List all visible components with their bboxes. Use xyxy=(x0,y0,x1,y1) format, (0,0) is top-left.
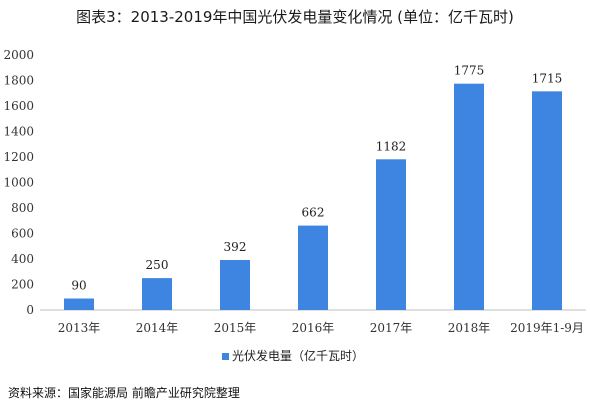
x-tick-label: 2018年 xyxy=(448,321,491,335)
bar xyxy=(298,225,328,310)
legend-swatch xyxy=(222,353,229,360)
x-tick-label: 2015年 xyxy=(214,321,257,335)
y-tick-label: 1400 xyxy=(3,125,34,139)
y-tick-label: 1600 xyxy=(3,99,34,113)
x-tick-label: 2017年 xyxy=(370,321,413,335)
y-tick-label: 400 xyxy=(11,252,34,266)
bar xyxy=(454,83,484,310)
bar xyxy=(64,298,94,310)
legend: 光伏发电量（亿千瓦时） xyxy=(222,348,364,363)
chart-title: 图表3：2013-2019年中国光伏发电量变化情况 (单位：亿千瓦时) xyxy=(76,8,514,26)
data-label: 1182 xyxy=(376,139,407,153)
bar xyxy=(376,159,406,310)
x-tick-label: 2019年1-9月 xyxy=(510,321,584,335)
y-tick-label: 800 xyxy=(11,201,34,215)
y-tick-label: 1800 xyxy=(3,74,34,88)
data-label: 1715 xyxy=(532,71,563,85)
data-label: 392 xyxy=(224,240,247,254)
bar xyxy=(532,91,562,311)
y-axis: 0 200 400 600 800 1000 1200 1400 1600 1800 2000 xyxy=(3,48,34,317)
y-tick-label: 2000 xyxy=(3,48,34,62)
y-tick-label: 1200 xyxy=(3,150,34,164)
bar xyxy=(220,260,250,310)
x-tick-label: 2013年 xyxy=(58,321,101,335)
data-label: 662 xyxy=(302,206,325,220)
x-axis: 2013年 2014年 2015年 2016年 2017年 2018年 2019年1-9月 xyxy=(40,309,586,335)
data-label: 90 xyxy=(71,279,86,293)
bar xyxy=(142,278,172,310)
y-tick-label: 600 xyxy=(11,227,34,241)
data-label: 1775 xyxy=(454,64,485,78)
data-label: 250 xyxy=(146,258,169,272)
y-tick-label: 200 xyxy=(11,278,34,292)
y-tick-label: 1000 xyxy=(3,176,34,190)
data-labels: 90 250 392 662 1182 1775 1715 xyxy=(71,64,562,293)
x-tick-label: 2016年 xyxy=(292,321,335,335)
source-note: 资料来源：国家能源局 前瞻产业研究院整理 xyxy=(8,386,240,400)
y-tick-label: 0 xyxy=(26,303,34,317)
x-tick-label: 2014年 xyxy=(136,321,179,335)
bars xyxy=(64,83,562,311)
legend-label: 光伏发电量（亿千瓦时） xyxy=(232,348,364,363)
